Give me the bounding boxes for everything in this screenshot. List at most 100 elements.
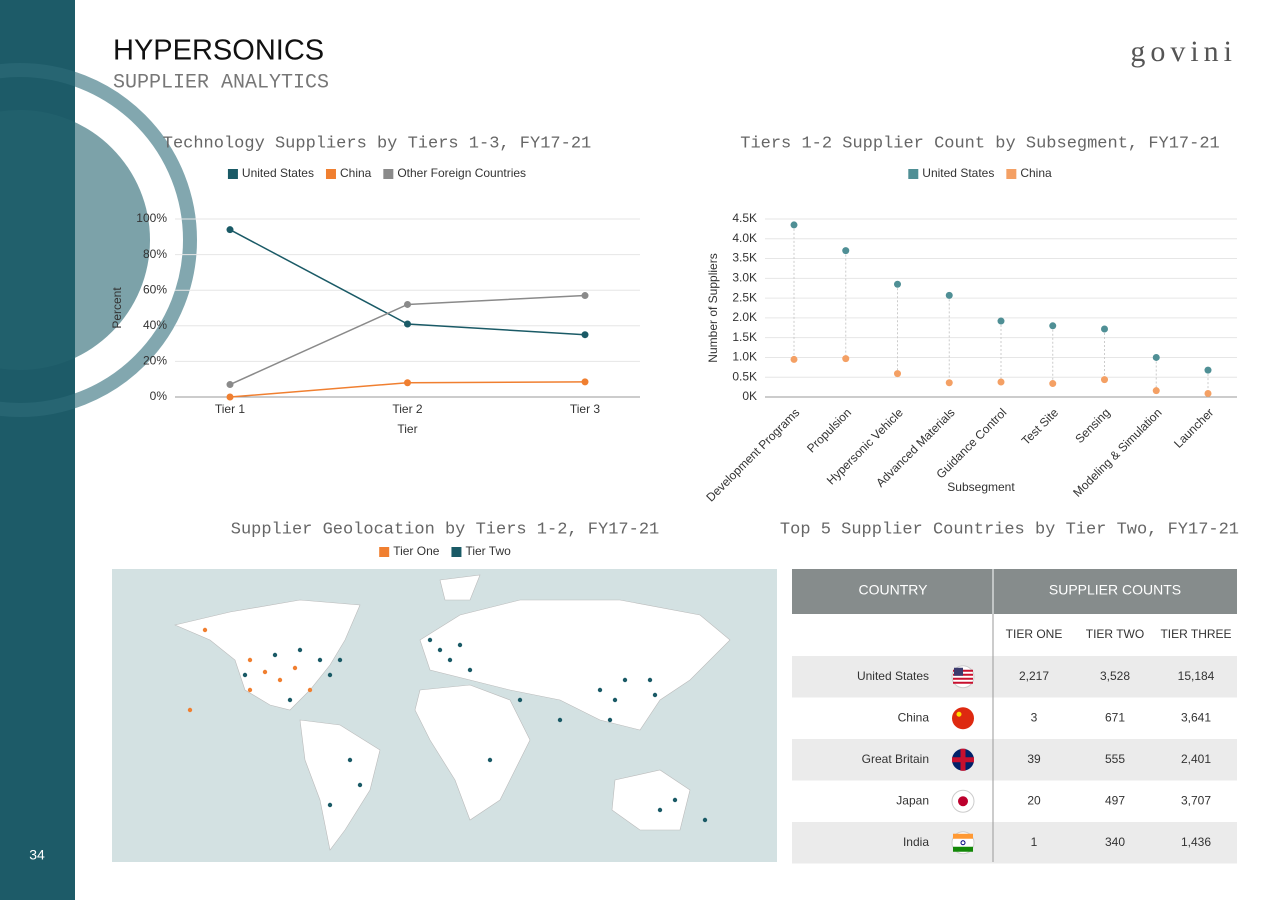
count-cell: 3,641: [1181, 710, 1211, 724]
y-tick-label: 80%: [143, 247, 167, 261]
map-dot: [262, 669, 268, 675]
point: [581, 292, 589, 300]
legend-label: Tier Two: [465, 544, 511, 558]
seal-inner: [0, 110, 150, 370]
map-dot: [467, 667, 473, 673]
series-line: [229, 294, 586, 386]
map-dot: [557, 717, 563, 723]
page-number: 34: [29, 847, 45, 863]
legend-swatch: [1006, 169, 1017, 179]
x-tick-label: Modeling & Simulation: [1070, 405, 1164, 499]
chart-title: Technology Suppliers by Tiers 1-3, FY17-…: [163, 134, 591, 153]
point: [226, 381, 234, 389]
table-row-bg: [792, 656, 1237, 698]
count-cell: 1,436: [1181, 835, 1211, 849]
map-dot: [427, 637, 433, 643]
legend-label: United States: [242, 166, 314, 180]
x-axis-label: Subsegment: [947, 480, 1015, 494]
seal: [0, 63, 197, 417]
count-cell: 2,401: [1181, 752, 1211, 766]
page-title: HYPERSONICS: [113, 35, 324, 67]
count-cell: 2,217: [1019, 669, 1049, 683]
point: [1101, 376, 1108, 384]
point: [1152, 353, 1160, 361]
map-dot: [337, 657, 343, 663]
map-dot: [202, 627, 208, 633]
map-dot: [457, 642, 463, 648]
y-tick-label: 100%: [136, 211, 167, 225]
y-tick-label: 1.0K: [732, 350, 757, 364]
point: [1101, 325, 1108, 333]
count-cell: 555: [1105, 752, 1125, 766]
map-dot: [287, 697, 293, 703]
x-tick-label: Tier 1: [215, 402, 246, 416]
map-dot: [307, 687, 313, 693]
map-dot: [437, 647, 443, 653]
flag-icon: [951, 831, 975, 855]
map-dot: [622, 677, 628, 683]
map-dot: [247, 657, 253, 663]
country-cell: India: [903, 835, 929, 849]
page-subtitle: SUPPLIER ANALYTICS: [113, 71, 329, 94]
count-cell: 671: [1105, 710, 1125, 724]
flag-icon: [952, 748, 974, 771]
map-dot: [487, 757, 493, 763]
flag-sun: [958, 796, 968, 807]
point: [581, 378, 589, 386]
count-cell: 20: [1027, 793, 1041, 807]
point: [581, 331, 589, 339]
y-tick-label: 3.5K: [732, 251, 757, 265]
subheader-cell: TIER ONE: [1006, 627, 1063, 641]
count-cell: 15,184: [1178, 669, 1215, 683]
count-cell: 3: [1031, 710, 1038, 724]
point: [790, 355, 798, 363]
map-dot: [652, 692, 658, 698]
flag-icon: [951, 665, 975, 689]
map-dot: [607, 717, 613, 723]
y-tick-label: 1.5K: [732, 330, 757, 344]
flag-band: [953, 846, 973, 852]
legend: United States China Other Foreign Countrie…: [227, 166, 526, 180]
map-dot: [612, 697, 618, 703]
x-tick-label: Propulsion: [804, 405, 854, 455]
map-dot: [187, 707, 193, 713]
country-cell: China: [898, 710, 930, 724]
legend-swatch: [227, 169, 238, 179]
y-tick-label: 4.5K: [732, 211, 757, 225]
map-dot: [242, 672, 248, 678]
flag-icon: [952, 707, 974, 730]
x-tick-label: Tier 3: [570, 402, 601, 416]
point: [842, 355, 850, 363]
country-cell: Japan: [896, 793, 929, 807]
legend-label: Tier One: [393, 544, 440, 558]
x-tick-label: Launcher: [1171, 405, 1216, 450]
flag-canton: [954, 667, 963, 676]
count-cell: 497: [1105, 793, 1125, 807]
point: [1049, 322, 1057, 330]
map-dot: [357, 782, 363, 788]
point: [1049, 380, 1057, 388]
y-tick-label: 0K: [742, 389, 757, 403]
map-dot: [347, 757, 353, 763]
subheader-cell: TIER TWO: [1086, 627, 1144, 641]
point: [404, 379, 411, 387]
map-dot: [327, 672, 333, 678]
legend-label: China: [340, 166, 372, 180]
flag: [952, 707, 974, 730]
legend-swatch: [379, 547, 390, 557]
count-cell: 39: [1027, 752, 1041, 766]
point: [997, 378, 1005, 386]
subheader-cell: TIER THREE: [1160, 627, 1231, 641]
flag-star: [956, 711, 962, 717]
map-dot: [292, 665, 298, 671]
legend-swatch: [325, 169, 336, 179]
chart-title: Tiers 1-2 Supplier Count by Subsegment, …: [740, 134, 1219, 153]
legend: Tier One Tier Two: [379, 544, 511, 558]
legend-label: Other Foreign Countries: [397, 166, 526, 180]
point: [790, 221, 798, 229]
map-dot: [657, 807, 663, 813]
count-cell: 1: [1031, 835, 1038, 849]
country-cell: United States: [857, 669, 929, 683]
map-dot: [702, 817, 708, 823]
